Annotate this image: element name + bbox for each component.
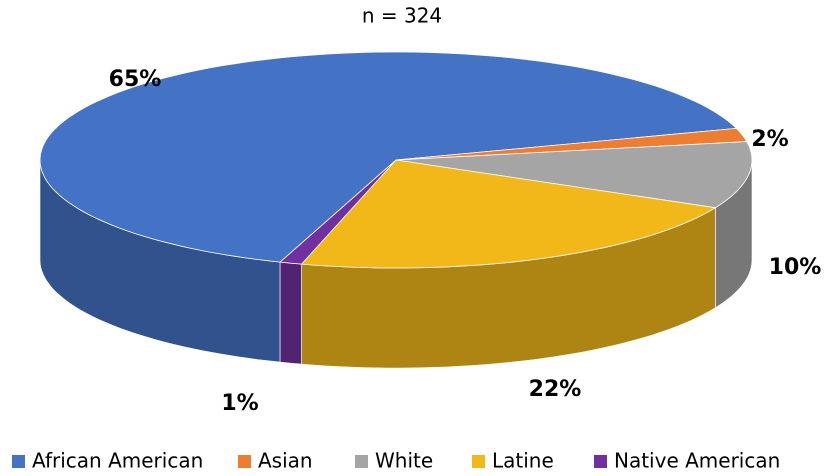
- slice: [279, 159, 397, 265]
- legend-swatch: [472, 455, 485, 468]
- slice: [39, 51, 738, 263]
- legend-label: Native American: [614, 449, 780, 473]
- data-label: 1%: [221, 391, 258, 416]
- legend-swatch: [238, 455, 251, 468]
- data-label: 65%: [109, 67, 162, 92]
- legend-label: Asian: [258, 449, 313, 473]
- slice-side: [279, 261, 302, 365]
- data-label: 10%: [769, 255, 822, 280]
- data-label: 2%: [751, 127, 788, 152]
- slice: [300, 159, 717, 269]
- legend-label: African American: [32, 449, 203, 473]
- legend-swatch: [594, 455, 607, 468]
- legend-label: Latine: [492, 449, 554, 473]
- legend-label: White: [375, 449, 433, 473]
- legend-swatch: [12, 455, 25, 468]
- chart-title: n = 324: [362, 4, 442, 28]
- data-label: 22%: [529, 377, 582, 402]
- legend-swatch: [355, 455, 368, 468]
- slice: [395, 141, 753, 209]
